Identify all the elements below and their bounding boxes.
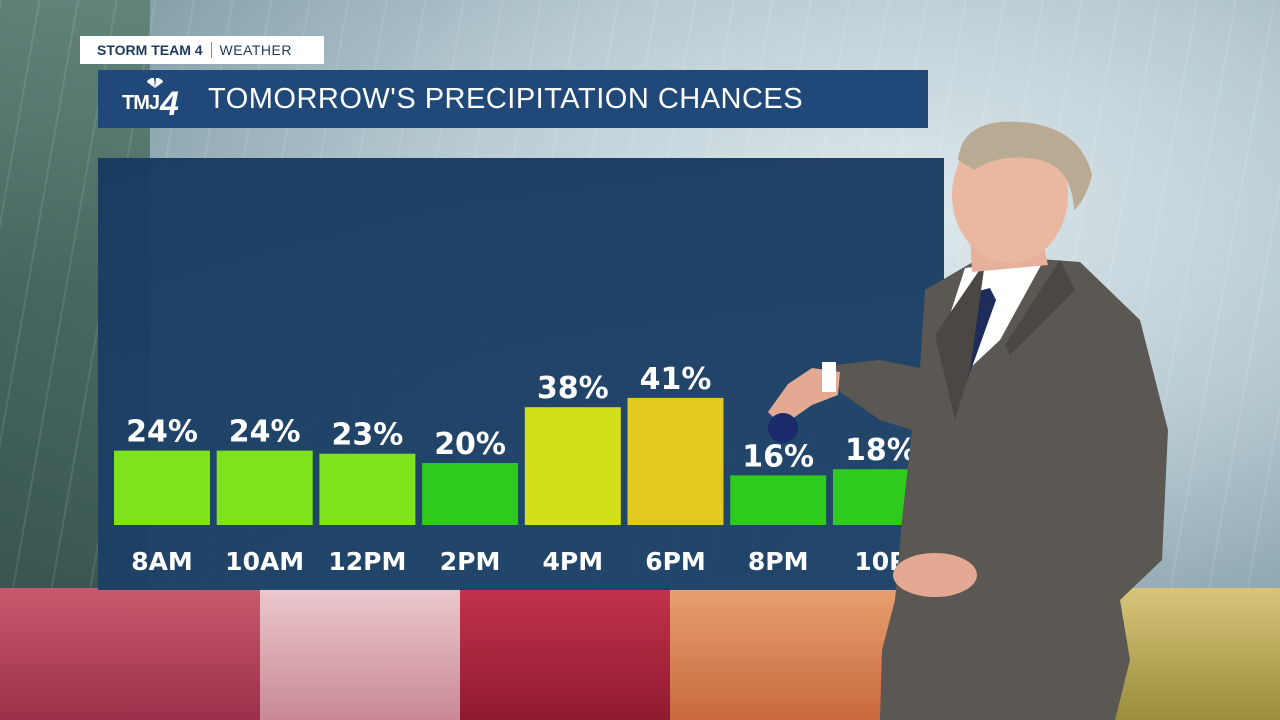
x-tick-label: 10P [854,547,907,576]
bar-10pm [832,469,929,525]
section-label: WEATHER [219,42,292,58]
data-label: 24% [126,415,198,450]
bar-2pm [422,463,519,525]
background-umbrella [0,588,1280,720]
data-label: 23% [331,418,403,453]
peacock-icon [147,78,163,88]
data-label: 16% [742,439,814,474]
umbrella-panel [670,588,900,720]
bar-8am [114,450,210,525]
bar-8pm [730,475,827,525]
umbrella-panel [0,588,260,720]
logo-number: 4 [160,85,179,123]
umbrella-panel [260,588,460,720]
umbrella-panel [900,588,1280,720]
data-label: 41% [640,362,712,397]
bar-4pm [524,407,621,525]
bar-10am [216,450,313,525]
data-label: 24% [229,415,301,450]
divider [210,42,212,58]
data-label: 18% [845,433,917,468]
bar-6pm [627,397,724,525]
x-tick-label: 6PM [645,547,706,576]
x-tick-label: 8AM [131,547,193,576]
data-label: 38% [537,371,609,406]
brand-tag: STORM TEAM 4 WEATHER [80,36,324,64]
title-bar: TMJ 4 TOMORROW'S PRECIPITATION CHANCES [98,70,928,128]
bar-12pm [319,453,416,525]
x-tick-label: 8PM [748,547,809,576]
x-tick-label: 12PM [328,547,406,576]
page-title: TOMORROW'S PRECIPITATION CHANCES [208,82,804,115]
x-tick-label: 10AM [225,547,304,576]
umbrella-panel [460,588,670,720]
chart-panel: 24% 8AM 24% 10AM 23% 12PM 20% 2PM 38% 4PM 41% 6PM 16… [98,158,944,590]
precipitation-bar-chart: 24% 8AM 24% 10AM 23% 12PM 20% 2PM 38% 4PM 41% 6PM 16… [114,362,929,576]
x-tick-label: 2PM [440,547,501,576]
x-tick-label: 4PM [542,547,603,576]
data-label: 20% [434,427,506,462]
station-logo: TMJ 4 [122,74,188,124]
logo-text: TMJ [122,92,160,114]
team-name: STORM TEAM 4 [97,42,203,58]
